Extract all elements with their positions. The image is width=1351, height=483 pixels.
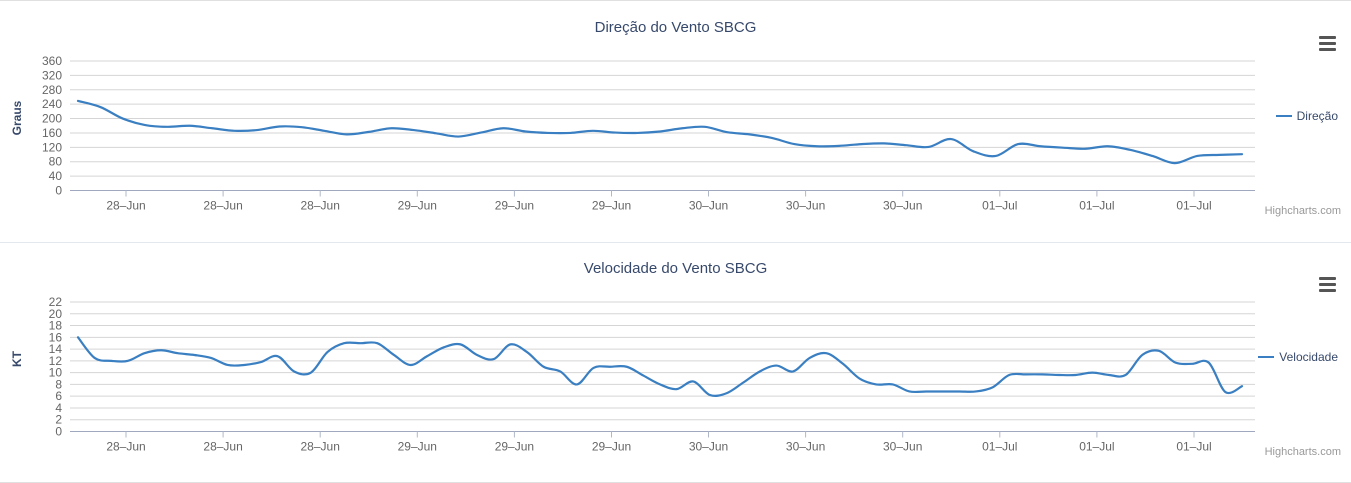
svg-text:28–Jun: 28–Jun (203, 199, 242, 213)
svg-text:28–Jun: 28–Jun (203, 440, 242, 454)
svg-text:29–Jun: 29–Jun (495, 440, 534, 454)
svg-text:01–Jul: 01–Jul (1079, 440, 1114, 454)
svg-text:28–Jun: 28–Jun (106, 440, 145, 454)
svg-text:320: 320 (42, 68, 62, 82)
svg-text:80: 80 (49, 155, 63, 169)
svg-text:01–Jul: 01–Jul (1079, 199, 1114, 213)
svg-text:29–Jun: 29–Jun (398, 199, 437, 213)
svg-text:280: 280 (42, 83, 62, 97)
svg-text:200: 200 (42, 112, 62, 126)
svg-text:01–Jul: 01–Jul (982, 199, 1017, 213)
svg-text:01–Jul: 01–Jul (1176, 440, 1211, 454)
svg-text:29–Jun: 29–Jun (592, 440, 631, 454)
svg-text:28–Jun: 28–Jun (301, 440, 340, 454)
svg-text:30–Jun: 30–Jun (883, 440, 922, 454)
svg-text:360: 360 (42, 54, 62, 68)
svg-text:40: 40 (49, 169, 63, 183)
svg-text:29–Jun: 29–Jun (592, 199, 631, 213)
svg-text:29–Jun: 29–Jun (495, 199, 534, 213)
svg-text:28–Jun: 28–Jun (301, 199, 340, 213)
svg-text:28–Jun: 28–Jun (106, 199, 145, 213)
svg-text:160: 160 (42, 126, 62, 140)
svg-text:30–Jun: 30–Jun (786, 199, 825, 213)
svg-text:29–Jun: 29–Jun (398, 440, 437, 454)
svg-text:240: 240 (42, 97, 62, 111)
svg-text:30–Jun: 30–Jun (689, 199, 728, 213)
svg-text:01–Jul: 01–Jul (982, 440, 1017, 454)
svg-text:0: 0 (55, 184, 62, 198)
svg-text:22: 22 (49, 295, 63, 309)
svg-text:30–Jun: 30–Jun (689, 440, 728, 454)
svg-text:30–Jun: 30–Jun (883, 199, 922, 213)
svg-text:01–Jul: 01–Jul (1176, 199, 1211, 213)
svg-text:30–Jun: 30–Jun (786, 440, 825, 454)
svg-text:120: 120 (42, 140, 62, 154)
